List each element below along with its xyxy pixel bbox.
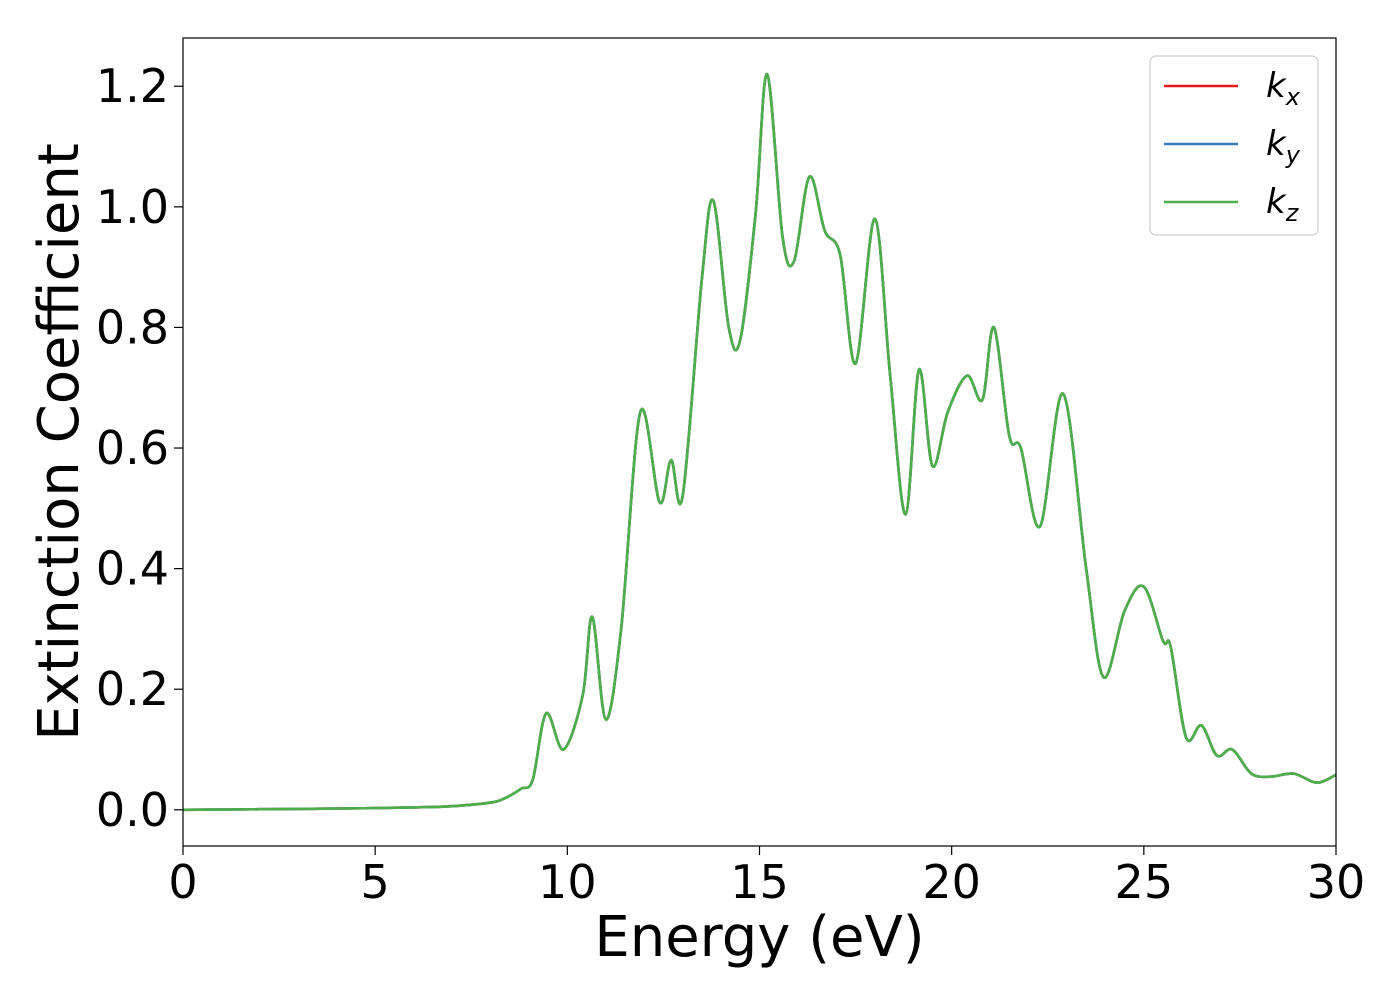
y-tick-label: 1.0 — [96, 180, 169, 234]
x-tick-label: 20 — [922, 855, 981, 909]
y-tick-label: 0.6 — [96, 421, 169, 475]
y-tick-label: 0.0 — [96, 783, 169, 837]
legend-label-x: kx — [1266, 66, 1301, 111]
y-tick-label: 0.8 — [96, 300, 169, 354]
series-line-z — [183, 72, 1336, 812]
x-tick-label: 5 — [361, 855, 390, 909]
legend-label-z: kz — [1266, 182, 1300, 227]
series-layer — [183, 72, 1336, 812]
x-axis-title: Energy (eV) — [594, 905, 924, 970]
y-axis-title: Extinction Coefficient — [27, 143, 92, 741]
y-tick-label: 0.2 — [96, 662, 169, 716]
x-tick-label: 30 — [1307, 855, 1366, 909]
x-axis-ticks: 0 5 10 15 20 25 30 — [168, 846, 1365, 909]
legend-box — [1149, 55, 1319, 236]
y-tick-label: 1.2 — [96, 59, 169, 113]
legend-label-y: ky — [1266, 124, 1301, 169]
y-tick-label: 0.4 — [96, 542, 169, 596]
legend: kx ky kz — [1149, 55, 1319, 236]
y-axis-ticks: 0.0 0.2 0.4 0.6 0.8 1.0 1.2 — [96, 59, 183, 837]
x-tick-label: 15 — [730, 855, 789, 909]
x-tick-label: 0 — [168, 855, 197, 909]
x-tick-label: 25 — [1115, 855, 1174, 909]
x-tick-label: 10 — [538, 855, 597, 909]
